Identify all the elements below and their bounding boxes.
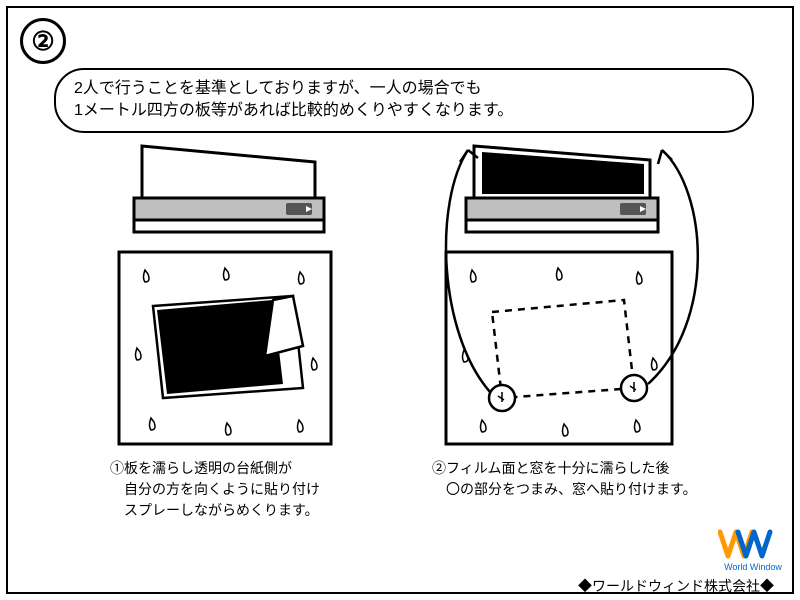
instruction-box: 2人で行うことを基準としておりますが、一人の場合でも 1メートル四方の板等があれ… xyxy=(54,68,754,133)
step-number-badge: ② xyxy=(20,18,66,64)
right-board-illustration xyxy=(438,132,728,452)
brand-logo: World Window xyxy=(718,528,788,572)
left-caption-l3: スプレーしながらめくります。 xyxy=(110,500,320,521)
left-window-illustration xyxy=(120,138,340,248)
right-caption-l2: 〇の部分をつまみ、窓へ貼り付けます。 xyxy=(432,479,697,500)
right-caption-l1: ②フィルム面と窓を十分に濡らした後 xyxy=(432,458,697,479)
step-number: ② xyxy=(31,26,54,57)
left-caption-l1: ①板を濡らし透明の台紙側が xyxy=(110,458,320,479)
instruction-line1: 2人で行うことを基準としておりますが、一人の場合でも xyxy=(74,78,734,100)
footer-text: ◆ワールドウィンド株式会社◆ xyxy=(578,576,774,596)
right-caption: ②フィルム面と窓を十分に濡らした後 〇の部分をつまみ、窓へ貼り付けます。 xyxy=(432,458,697,500)
logo-subtext: World Window xyxy=(718,562,788,572)
left-board-illustration xyxy=(115,248,340,448)
instruction-line2: 1メートル四方の板等があれば比較的めくりやすくなります。 xyxy=(74,100,734,122)
left-caption: ①板を濡らし透明の台紙側が 自分の方を向くように貼り付け スプレーしながらめくり… xyxy=(110,458,320,521)
left-caption-l2: 自分の方を向くように貼り付け xyxy=(110,479,320,500)
